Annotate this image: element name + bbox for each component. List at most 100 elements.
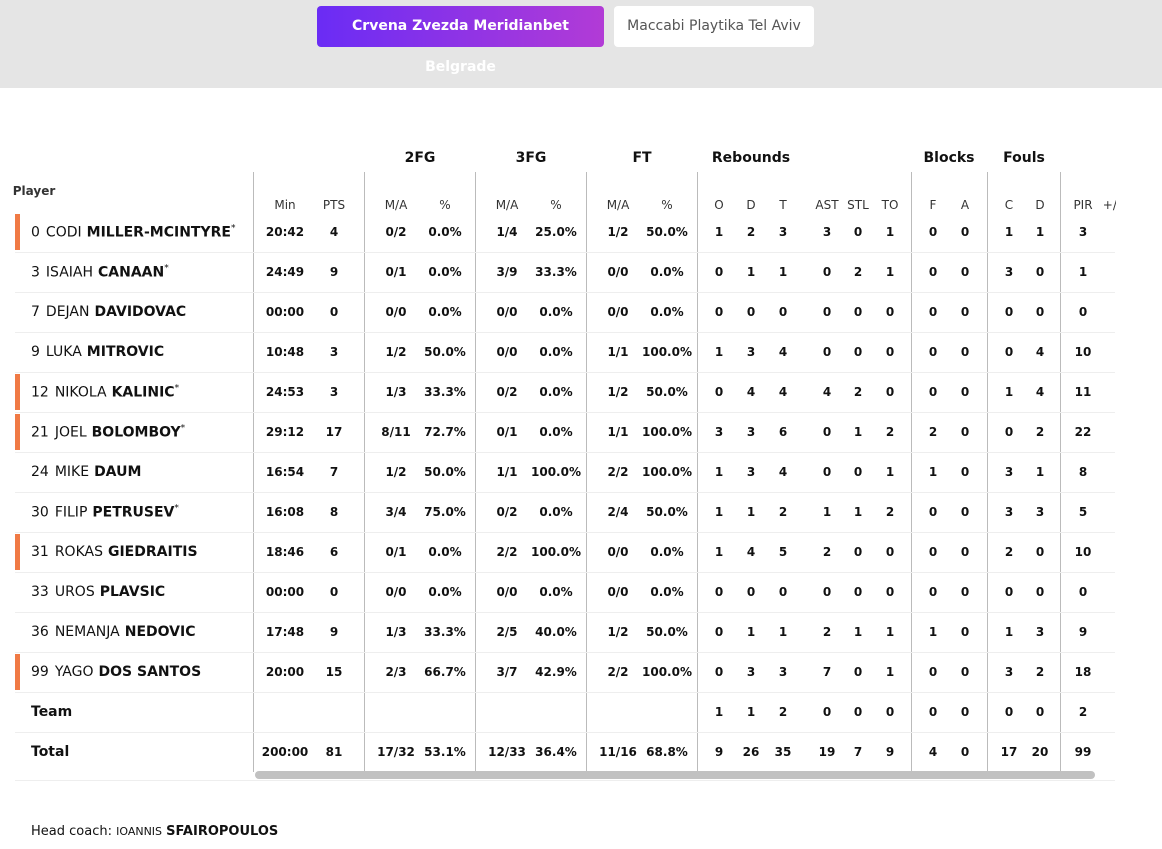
stat-cell: 0/1 <box>385 265 407 279</box>
stat-cell: 100.0% <box>642 465 692 479</box>
stat-cell: 9 <box>329 265 339 279</box>
row-highlight <box>15 654 20 690</box>
stat-cell: 50.0% <box>646 625 688 639</box>
stat-cell: 0 <box>714 385 724 399</box>
row-divider <box>15 612 1115 613</box>
stat-cell: 3 <box>746 425 756 439</box>
stat-cell: 3 <box>1004 265 1014 279</box>
player-first-name: NIKOLA <box>54 384 107 401</box>
player-last-name: NEDOVIC <box>124 624 196 640</box>
stat-cell: 3 <box>1035 505 1045 519</box>
stat-cell: 1 <box>746 505 756 519</box>
stat-cell: 8 <box>329 505 339 519</box>
player-first-name: ROKAS <box>54 544 103 560</box>
stat-cell: 2/2 <box>496 545 518 559</box>
stat-cell: 100.0% <box>642 345 692 359</box>
team-tabs-bar: Crvena Zvezda Meridianbet Belgrade Macca… <box>0 0 1162 88</box>
group-header: Rebounds <box>711 150 791 166</box>
stat-cell: 0/0 <box>607 545 629 559</box>
row-divider <box>15 532 1115 533</box>
stat-cell: 50.0% <box>646 385 688 399</box>
stat-cell: 0 <box>1004 345 1014 359</box>
stat-cell: 0 <box>928 705 938 719</box>
player-name: 3 ISAIAH CANAAN* <box>31 264 169 281</box>
column-divider <box>586 172 587 772</box>
row-divider <box>15 372 1115 373</box>
player-first-name: ISAIAH <box>45 264 94 281</box>
stat-cell: 2 <box>853 385 863 399</box>
stat-cell: 100.0% <box>642 665 692 679</box>
stat-cell: 8 <box>1078 465 1088 479</box>
stat-cell: 10 <box>1074 545 1092 559</box>
stat-cell: 10 <box>1074 345 1092 359</box>
stat-cell: 0 <box>822 265 832 279</box>
box-score-table: Player 2FG 3FG FT Rebounds Blocks Fouls Min PTS M… <box>13 150 1116 781</box>
stat-cell: 9 <box>1078 625 1088 639</box>
stat-cell: 5 <box>1078 505 1088 519</box>
column-divider <box>697 172 698 772</box>
stat-cell: 0.0% <box>650 305 684 319</box>
stat-cell: 0 <box>1004 585 1014 599</box>
stat-cell: 1 <box>714 465 724 479</box>
coach-first: IOANNIS <box>116 825 163 838</box>
stat-cell: 81 <box>325 745 343 759</box>
scrollbar[interactable] <box>255 771 1095 779</box>
stat-cell: 0 <box>853 665 863 679</box>
row-divider <box>15 780 1115 781</box>
stat-cell: 2 <box>1035 425 1045 439</box>
player-number: 7 <box>31 304 40 320</box>
stat-cell: 26 <box>742 745 760 759</box>
stat-cell: 0 <box>885 585 895 599</box>
team-tab[interactable]: Maccabi Playtika Tel Aviv <box>614 6 814 47</box>
group-header: 2FG <box>404 150 436 166</box>
stat-cell: 9 <box>885 745 895 759</box>
row-divider <box>15 652 1115 653</box>
stat-cell: 66.7% <box>424 665 466 679</box>
stat-cell: 2 <box>746 225 756 239</box>
stat-cell: 3 <box>778 225 788 239</box>
stat-cell: 2/2 <box>607 465 629 479</box>
stat-cell: 0 <box>1078 585 1088 599</box>
stat-cell: 1 <box>928 465 938 479</box>
stat-cell: 36.4% <box>535 745 577 759</box>
column-header: M/A <box>495 198 519 212</box>
stat-cell: 4 <box>822 385 832 399</box>
stat-cell: 0 <box>778 305 788 319</box>
stat-cell: 75.0% <box>424 505 466 519</box>
stat-cell: 50.0% <box>646 505 688 519</box>
player-last-name: MILLER-MCINTYRE <box>86 224 231 241</box>
stat-cell: 5 <box>778 545 788 559</box>
stat-cell: 42.9% <box>535 665 577 679</box>
team-tab-active[interactable]: Crvena Zvezda Meridianbet Belgrade <box>317 6 604 75</box>
row-divider <box>15 412 1115 413</box>
stat-cell: 33.3% <box>535 265 577 279</box>
column-header: T <box>779 198 787 212</box>
stat-cell: 15 <box>325 665 343 679</box>
column-header: M/A <box>606 198 630 212</box>
stat-cell: 0/1 <box>496 425 518 439</box>
stat-cell: 1 <box>885 225 895 239</box>
stat-cell: 0/1 <box>385 545 407 559</box>
stat-cell: 0.0% <box>428 225 462 239</box>
stat-cell: 0 <box>853 585 863 599</box>
stat-cell: 0.0% <box>539 385 573 399</box>
player-name: 36 NEMANJA NEDOVIC <box>31 624 196 640</box>
group-header: 3FG <box>515 150 547 166</box>
stat-cell: 1/2 <box>385 465 407 479</box>
row-highlight <box>15 414 20 450</box>
starter-mark: * <box>174 383 180 394</box>
stat-cell: 0.0% <box>428 545 462 559</box>
stat-cell: 0 <box>1004 305 1014 319</box>
head-coach: Head coach: IOANNIS SFAIROPOULOS <box>31 824 278 839</box>
group-header: Fouls <box>1003 150 1045 166</box>
stat-cell: 19 <box>818 745 836 759</box>
stat-cell: 0 <box>822 345 832 359</box>
stat-cell: 0.0% <box>539 425 573 439</box>
stat-cell: 1 <box>714 225 724 239</box>
stat-cell: 10:48 <box>265 345 305 359</box>
stat-cell: 1 <box>1004 625 1014 639</box>
stat-cell: 0/0 <box>607 305 629 319</box>
stat-cell: 0 <box>853 345 863 359</box>
player-first-name: FILIP <box>54 504 88 521</box>
stat-cell: 1 <box>822 505 832 519</box>
